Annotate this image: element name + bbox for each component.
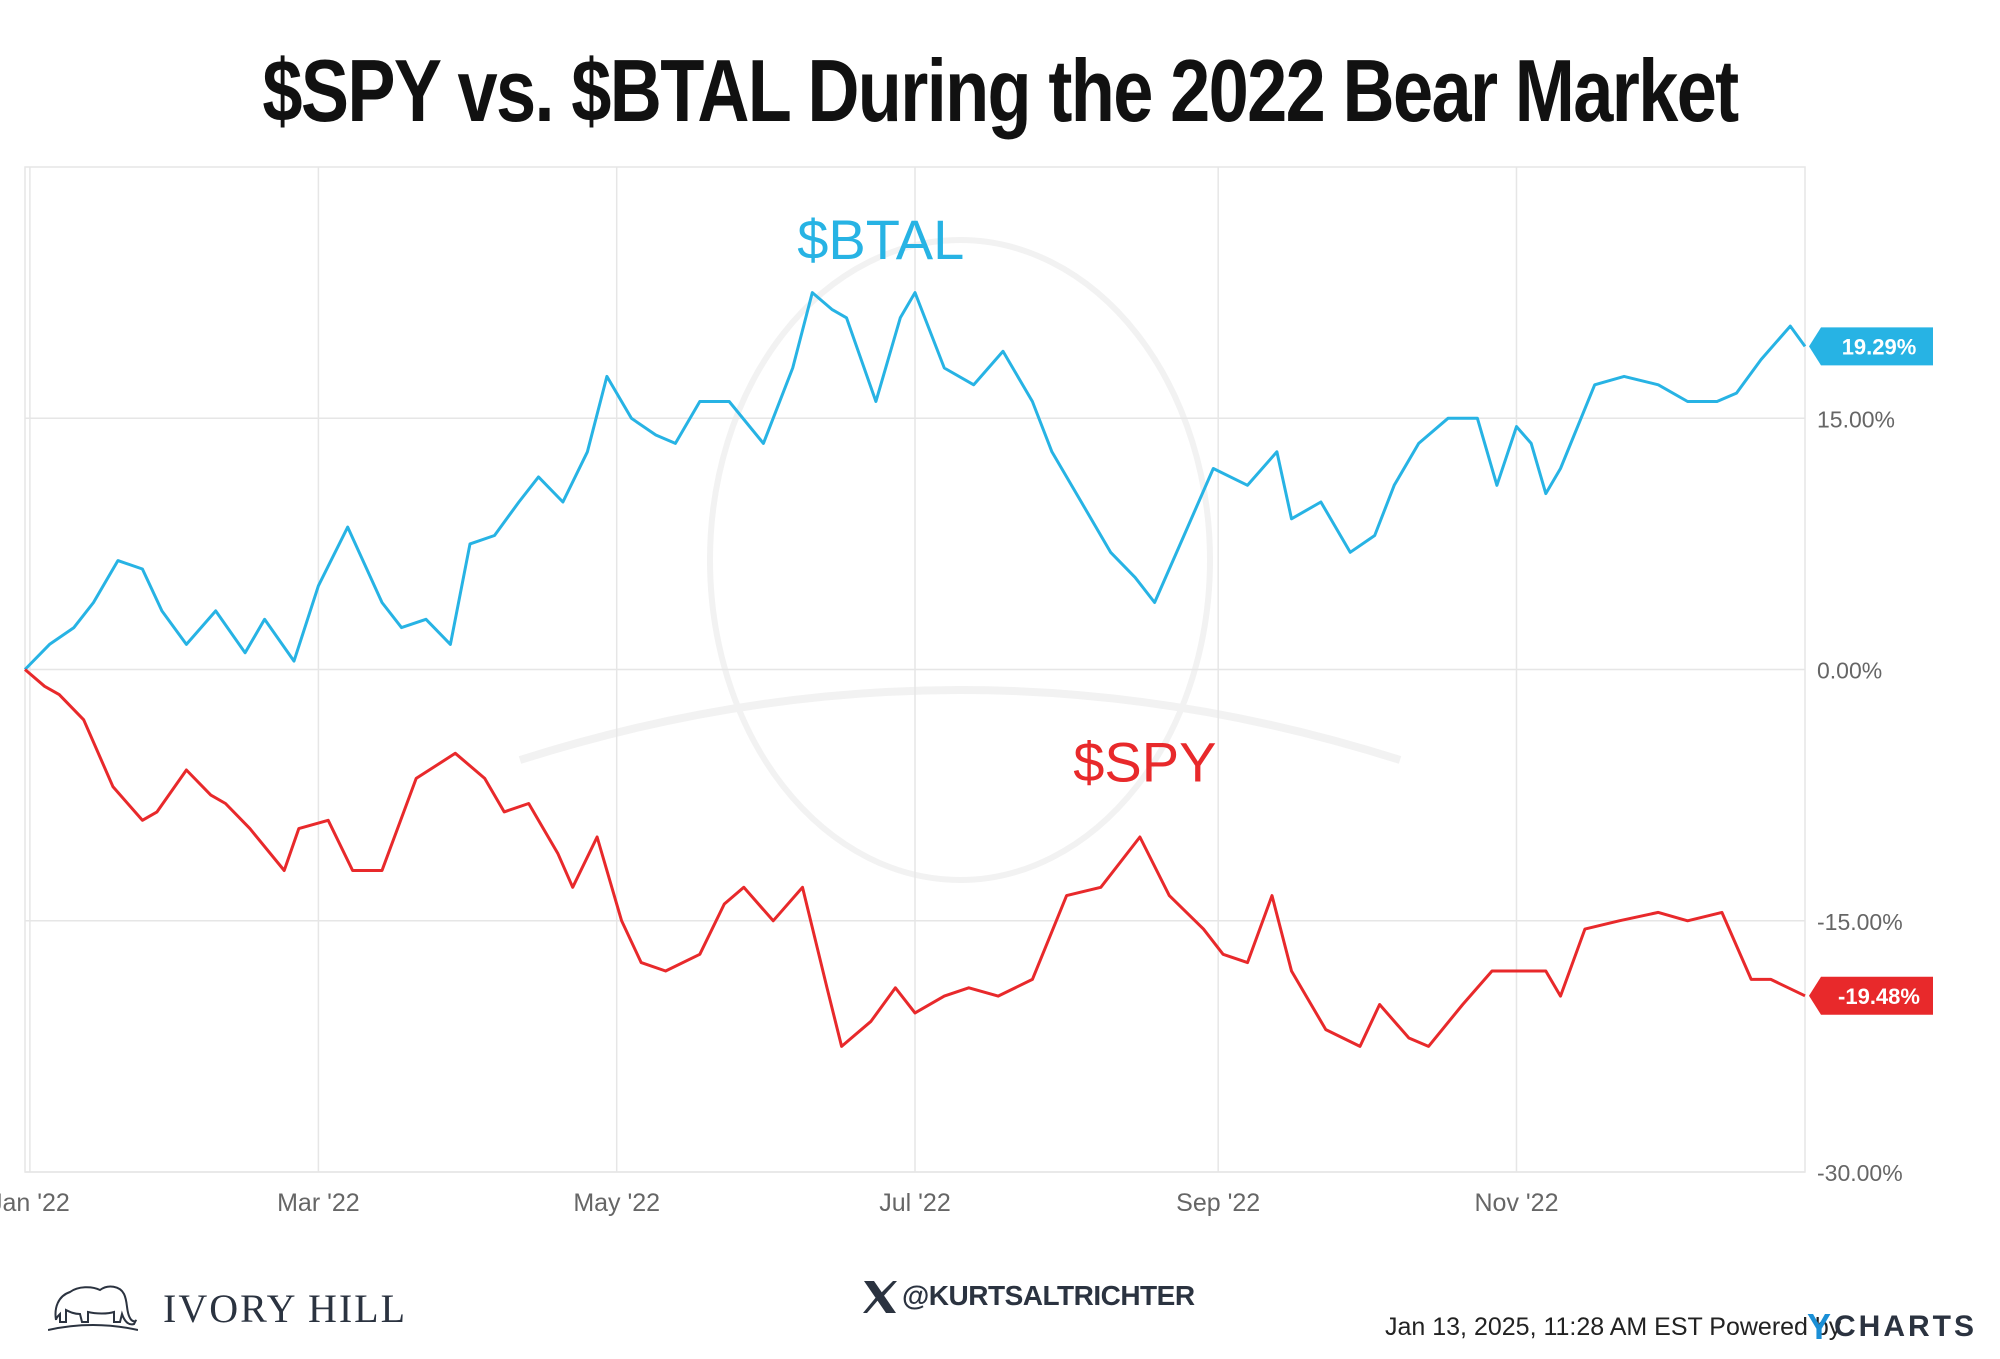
end-value-badge (1809, 327, 1933, 366)
chart-title: $SPY vs. $BTAL During the 2022 Bear Mark… (262, 41, 1739, 140)
y-tick-label: 15.00% (1817, 406, 1895, 432)
ycharts-logo-y: Y (1807, 1306, 1832, 1347)
x-logo-icon (863, 1281, 897, 1313)
y-tick-label: -30.00% (1817, 1160, 1903, 1186)
series-annotation: $BTAL (797, 208, 964, 271)
series-line-spy (24, 668, 1806, 1048)
watermark-shape (707, 237, 1213, 883)
x-tick-label: Nov '22 (1474, 1189, 1558, 1217)
ivory-hill-watermark (518, 237, 1402, 883)
social-handle: @KURTSALTRICHTER (902, 1280, 1195, 1311)
end-value-label: -19.48% (1838, 984, 1920, 1009)
brand-name: IVORY HILL (163, 1286, 408, 1331)
axes: 15.00% 0.00% -15.00% -30.00% Jan '22 Mar '22 M… (0, 406, 1903, 1217)
gridlines (24, 166, 1806, 1173)
series-annotation: $SPY (1073, 731, 1216, 794)
chart-labels: 19.29% -19.48% $BTAL $SPY (797, 208, 1933, 1015)
x-tick-label: Jan '22 (0, 1189, 70, 1217)
x-tick-label: Mar '22 (277, 1189, 360, 1217)
elephant-icon (48, 1285, 138, 1331)
series-line-btal (23, 291, 1807, 671)
end-value-label: 19.29% (1842, 334, 1917, 359)
x-tick-label: May '22 (573, 1189, 660, 1217)
timestamp: Jan 13, 2025, 11:28 AM EST Powered by (1385, 1313, 1842, 1341)
x-tick-label: Jul '22 (879, 1189, 950, 1217)
x-tick-label: Sep '22 (1176, 1189, 1260, 1217)
end-value-badge (1809, 976, 1933, 1015)
series-lines (23, 291, 1807, 1048)
y-tick-label: 0.00% (1817, 658, 1882, 684)
y-tick-label: -15.00% (1817, 909, 1903, 935)
ycharts-logo-text: CHARTS (1834, 1310, 1977, 1343)
watermark-arc (518, 686, 1402, 764)
